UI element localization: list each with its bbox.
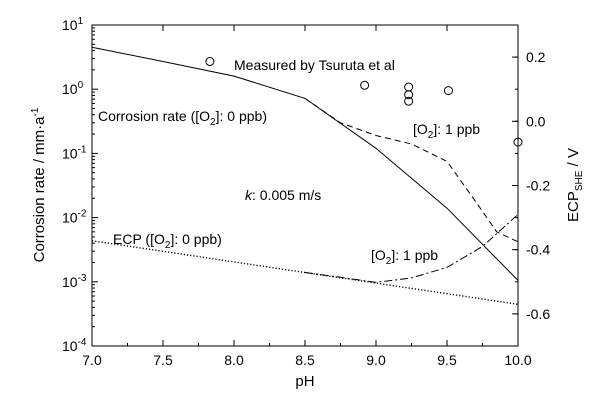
y-left-tick-label: 10-4 — [62, 337, 87, 354]
y-right-tick-label: 0.2 — [526, 49, 546, 65]
series-group — [91, 46, 523, 305]
y-left-axis-ticks: 101 100 10-1 10-2 10-3 10-4 — [62, 16, 98, 354]
annotation-corrosion-1ppb: [O2]: 1 ppb — [413, 121, 480, 141]
y-left-tick-label: 100 — [62, 80, 84, 97]
x-tick-label: 10.0 — [504, 352, 531, 368]
series-line-3 — [304, 214, 519, 283]
x-tick-label: 7.0 — [82, 352, 102, 368]
y-right-axis-label: ECPSHE / V — [565, 148, 585, 222]
measured-point — [513, 137, 523, 147]
measured-point — [360, 80, 370, 90]
measured-point — [404, 96, 414, 106]
y-left-tick-label: 10-2 — [62, 209, 87, 226]
y-right-tick-label: 0.0 — [526, 113, 546, 129]
annotation-corrosion-0ppb: Corrosion rate ([O2]: 0 ppb) — [98, 108, 267, 128]
measured-point — [443, 86, 453, 96]
x-tick-label: 9.0 — [366, 352, 386, 368]
x-tick-label: 8.0 — [224, 352, 244, 368]
y-right-tick-label: -0.2 — [526, 178, 550, 194]
plot-frame — [91, 24, 519, 347]
y-right-tick-label: -0.6 — [526, 306, 550, 322]
y-left-tick-label: 101 — [62, 16, 84, 33]
measured-point — [205, 57, 215, 67]
measured-point — [404, 82, 414, 92]
annotation-ecp-0ppb: ECP ([O2]: 0 ppb) — [113, 231, 222, 251]
y-right-axis-ticks: 0.2 0.0 -0.2 -0.4 -0.6 — [512, 24, 550, 347]
x-axis-label: pH — [295, 373, 314, 390]
measured-point — [404, 90, 414, 100]
x-axis-ticks: 7.0 7.5 8.0 8.5 9.0 9.5 10.0 — [82, 25, 532, 368]
annotation-ecp-1ppb: [O2]: 1 ppb — [371, 247, 438, 267]
x-tick-label: 7.5 — [153, 352, 173, 368]
annotation-measured: Measured by Tsuruta et al — [234, 57, 395, 73]
y-right-tick-label: -0.4 — [526, 242, 550, 258]
y-left-axis-label: Corrosion rate / mm·a-1 — [30, 107, 48, 262]
y-left-tick-label: 10-3 — [62, 273, 87, 290]
annotation-k-value: k: 0.005 m/s — [245, 187, 321, 203]
x-tick-label: 9.5 — [437, 352, 457, 368]
x-tick-label: 8.5 — [295, 352, 315, 368]
series-line-1 — [304, 97, 519, 243]
y-left-tick-label: 10-1 — [62, 144, 87, 161]
